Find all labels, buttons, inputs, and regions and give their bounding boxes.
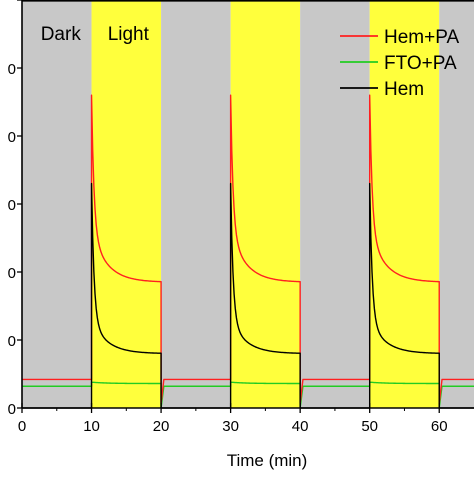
x-tick-label-4: 40 xyxy=(292,418,309,435)
series-line-fto-pa xyxy=(22,381,474,409)
x-tick-label-0: 0 xyxy=(18,418,26,435)
y-tick-label-0: 0 xyxy=(8,401,16,418)
x-tick-label-5: 50 xyxy=(361,418,378,435)
region-label-dark: Dark xyxy=(41,24,82,45)
region-band-light-1 xyxy=(91,0,162,408)
legend-label-2: Hem xyxy=(384,79,424,100)
y-tick-label-1: 0 xyxy=(8,333,16,350)
y-tick-label-3: 0 xyxy=(8,197,16,214)
x-tick-label-3: 30 xyxy=(222,418,239,435)
illumination-regions xyxy=(22,0,474,408)
x-axis-title: Time (min) xyxy=(227,451,308,470)
region-band-light-3 xyxy=(230,0,301,408)
region-label-light: Light xyxy=(108,24,150,45)
legend: Hem+PA FTO+PA Hem xyxy=(340,27,459,100)
x-tick-label-6: 60 xyxy=(431,418,448,435)
region-band-dark-0 xyxy=(22,0,92,408)
x-tick-label-1: 10 xyxy=(83,418,100,435)
y-tick-label-4: 0 xyxy=(8,129,16,146)
region-band-dark-2 xyxy=(161,0,231,408)
legend-label-0: Hem+PA xyxy=(384,27,459,48)
region-band-dark-4 xyxy=(300,0,370,408)
region-band-dark-6 xyxy=(439,0,474,408)
series-lines xyxy=(22,94,474,409)
region-band-light-5 xyxy=(369,0,440,408)
y-tick-label-2: 0 xyxy=(8,265,16,282)
y-tick-label-5: 0 xyxy=(8,61,16,78)
region-labels: Dark Light xyxy=(41,24,150,45)
x-tick-label-2: 20 xyxy=(153,418,170,435)
series-line-hem xyxy=(22,182,474,409)
series-line-hem-pa xyxy=(22,94,474,404)
legend-label-1: FTO+PA xyxy=(384,53,457,74)
